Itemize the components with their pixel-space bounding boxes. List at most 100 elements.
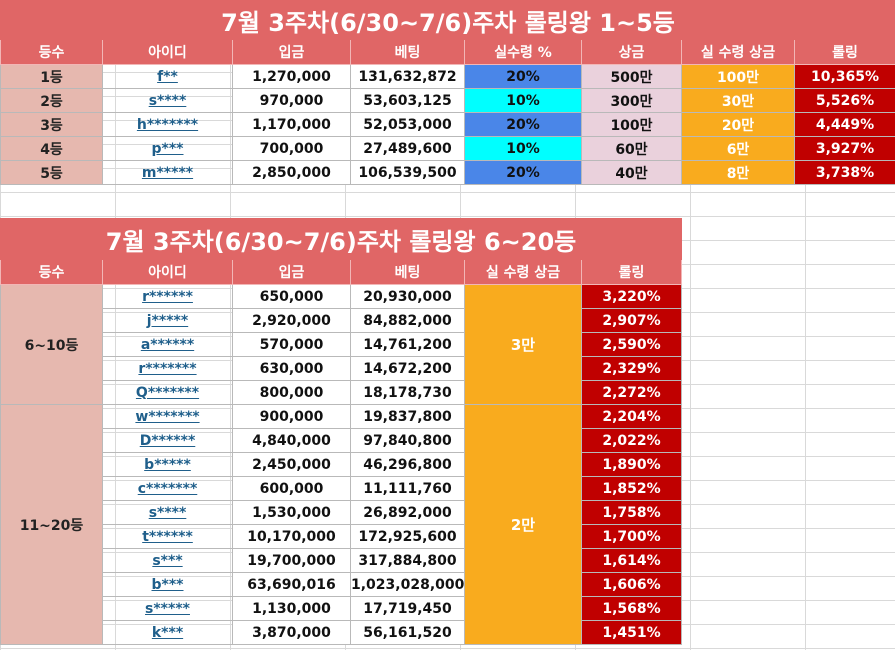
col-header-bet: 베팅 bbox=[350, 39, 465, 65]
user-id-link[interactable]: j***** bbox=[102, 308, 233, 333]
rank-cell: 4등 bbox=[0, 136, 103, 161]
rank-cell: 1등 bbox=[0, 64, 103, 89]
bet-cell: 106,539,500 bbox=[350, 160, 465, 185]
user-id-link[interactable]: D****** bbox=[102, 428, 233, 453]
rolling-cell: 1,700% bbox=[581, 524, 682, 549]
table-row: c******* 600,000 11,111,760 1,852% bbox=[1, 476, 682, 501]
table-row: 11~20등 w******* 900,000 19,837,800 2만 2,… bbox=[0, 404, 682, 645]
table-row: s*** 19,700,000 317,884,800 1,614% bbox=[1, 548, 682, 573]
rolling-cell: 2,329% bbox=[581, 356, 682, 381]
deposit-cell: 570,000 bbox=[232, 332, 351, 357]
real-pct-cell: 20% bbox=[464, 160, 582, 185]
rolling-cell: 1,451% bbox=[581, 620, 682, 645]
deposit-cell: 2,450,000 bbox=[232, 452, 351, 477]
rolling-cell: 1,606% bbox=[581, 572, 682, 597]
col-header-id: 아이디 bbox=[102, 259, 233, 285]
user-id-link[interactable]: Q******* bbox=[102, 380, 233, 405]
table-row: 4등 p*** 700,000 27,489,600 10% 60만 6만 3,… bbox=[0, 136, 895, 161]
bet-cell: 131,632,872 bbox=[350, 64, 465, 89]
bet-cell: 27,489,600 bbox=[350, 136, 465, 161]
real-prize-cell: 6만 bbox=[681, 136, 795, 161]
table-row: s***** 1,130,000 17,719,450 1,568% bbox=[1, 596, 682, 621]
bet-cell: 14,761,200 bbox=[350, 332, 465, 357]
rolling-cell: 10,365% bbox=[793, 64, 895, 89]
col-header-real-prize: 실 수령 상금 bbox=[681, 39, 795, 65]
bet-cell: 46,296,800 bbox=[350, 452, 465, 477]
real-prize-cell: 20만 bbox=[681, 112, 795, 137]
user-id-link[interactable]: r******* bbox=[102, 356, 233, 381]
user-id-link[interactable]: m***** bbox=[102, 160, 233, 185]
rolling-cell: 2,204% bbox=[581, 404, 682, 429]
bet-cell: 17,719,450 bbox=[350, 596, 465, 621]
table-row: 6~10등 r****** 650,000 20,930,000 3만 3,22… bbox=[0, 284, 682, 405]
table-row: D****** 4,840,000 97,840,800 2,022% bbox=[1, 428, 682, 453]
prize-cell: 500만 bbox=[581, 64, 682, 89]
deposit-cell: 10,170,000 bbox=[232, 524, 351, 549]
bet-cell: 84,882,000 bbox=[350, 308, 465, 333]
user-id-link[interactable]: p*** bbox=[102, 136, 233, 161]
prize-cell: 300만 bbox=[581, 88, 682, 113]
table-row: b*** 63,690,016 1,023,028,000 1,606% bbox=[1, 572, 682, 597]
user-id-link[interactable]: s**** bbox=[102, 500, 233, 525]
rolling-cell: 1,614% bbox=[581, 548, 682, 573]
deposit-cell: 3,870,000 bbox=[232, 620, 351, 645]
user-id-link[interactable]: a****** bbox=[102, 332, 233, 357]
bet-cell: 53,603,125 bbox=[350, 88, 465, 113]
top-header-row: 등수 아이디 입금 베팅 실수령 % 상금 실 수령 상금 롤링 bbox=[0, 39, 895, 65]
table-row: 1등 f** 1,270,000 131,632,872 20% 500만 10… bbox=[0, 64, 895, 89]
table-row: j***** 2,920,000 84,882,000 2,907% bbox=[1, 308, 682, 333]
real-prize-cell: 8만 bbox=[681, 160, 795, 185]
table-row: a****** 570,000 14,761,200 2,590% bbox=[1, 332, 682, 357]
user-id-link[interactable]: b*** bbox=[102, 572, 233, 597]
table-row: k*** 3,870,000 56,161,520 1,451% bbox=[1, 620, 682, 645]
deposit-cell: 700,000 bbox=[232, 136, 351, 161]
user-id-link[interactable]: s*** bbox=[102, 548, 233, 573]
rolling-cell: 2,907% bbox=[581, 308, 682, 333]
col-header-real-prize: 실 수령 상금 bbox=[464, 259, 582, 285]
col-header-deposit: 입금 bbox=[232, 259, 351, 285]
user-id-link[interactable]: s***** bbox=[102, 596, 233, 621]
bet-cell: 52,053,000 bbox=[350, 112, 465, 137]
bottom-table-title: 7월 3주차(6/30~7/6)주차 롤링왕 6~20등 bbox=[0, 218, 682, 260]
rank-group-cell: 6~10등 bbox=[0, 284, 103, 405]
rolling-cell: 1,758% bbox=[581, 500, 682, 525]
deposit-cell: 4,840,000 bbox=[232, 428, 351, 453]
user-id-link[interactable]: s**** bbox=[102, 88, 233, 113]
rolling-cell: 3,738% bbox=[793, 160, 895, 185]
user-id-link[interactable]: k*** bbox=[102, 620, 233, 645]
table-row: 5등 m***** 2,850,000 106,539,500 20% 40만 … bbox=[0, 160, 895, 185]
bet-cell: 97,840,800 bbox=[350, 428, 465, 453]
col-header-id: 아이디 bbox=[102, 39, 233, 65]
user-id-link[interactable]: w******* bbox=[102, 404, 233, 429]
user-id-link[interactable]: b***** bbox=[102, 452, 233, 477]
bet-cell: 11,111,760 bbox=[350, 476, 465, 501]
deposit-cell: 800,000 bbox=[232, 380, 351, 405]
rolling-cell: 1,568% bbox=[581, 596, 682, 621]
user-id-link[interactable]: f** bbox=[102, 64, 233, 89]
user-id-link[interactable]: h******* bbox=[102, 112, 233, 137]
col-header-real-pct: 실수령 % bbox=[464, 39, 582, 65]
real-prize-group-cell: 2만 bbox=[464, 404, 582, 645]
user-id-link[interactable]: r****** bbox=[102, 284, 233, 309]
deposit-cell: 63,690,016 bbox=[232, 572, 351, 597]
real-pct-cell: 20% bbox=[464, 64, 582, 89]
rolling-cell: 2,590% bbox=[581, 332, 682, 357]
col-header-bet: 베팅 bbox=[350, 259, 465, 285]
user-id-link[interactable]: c******* bbox=[102, 476, 233, 501]
real-pct-cell: 10% bbox=[464, 136, 582, 161]
rolling-cell: 5,526% bbox=[793, 88, 895, 113]
bet-cell: 18,178,730 bbox=[350, 380, 465, 405]
bottom-title-row: 7월 3주차(6/30~7/6)주차 롤링왕 6~20등 bbox=[0, 218, 682, 260]
col-header-rank: 등수 bbox=[0, 39, 103, 65]
top-ranking-table: 7월 3주차(6/30~7/6)주차 롤링왕 1~5등 등수 아이디 입금 베팅… bbox=[0, 0, 895, 185]
top-title-row: 7월 3주차(6/30~7/6)주차 롤링왕 1~5등 bbox=[0, 0, 895, 40]
table-row: 2등 s**** 970,000 53,603,125 10% 300만 30만… bbox=[0, 88, 895, 113]
rank-cell: 5등 bbox=[0, 160, 103, 185]
rank-group-cell: 11~20등 bbox=[0, 404, 103, 645]
bottom-header-row: 등수 아이디 입금 베팅 실 수령 상금 롤링 bbox=[0, 259, 682, 285]
col-header-prize: 상금 bbox=[581, 39, 682, 65]
bet-cell: 20,930,000 bbox=[350, 284, 465, 309]
prize-cell: 100만 bbox=[581, 112, 682, 137]
deposit-cell: 19,700,000 bbox=[232, 548, 351, 573]
user-id-link[interactable]: t****** bbox=[102, 524, 233, 549]
